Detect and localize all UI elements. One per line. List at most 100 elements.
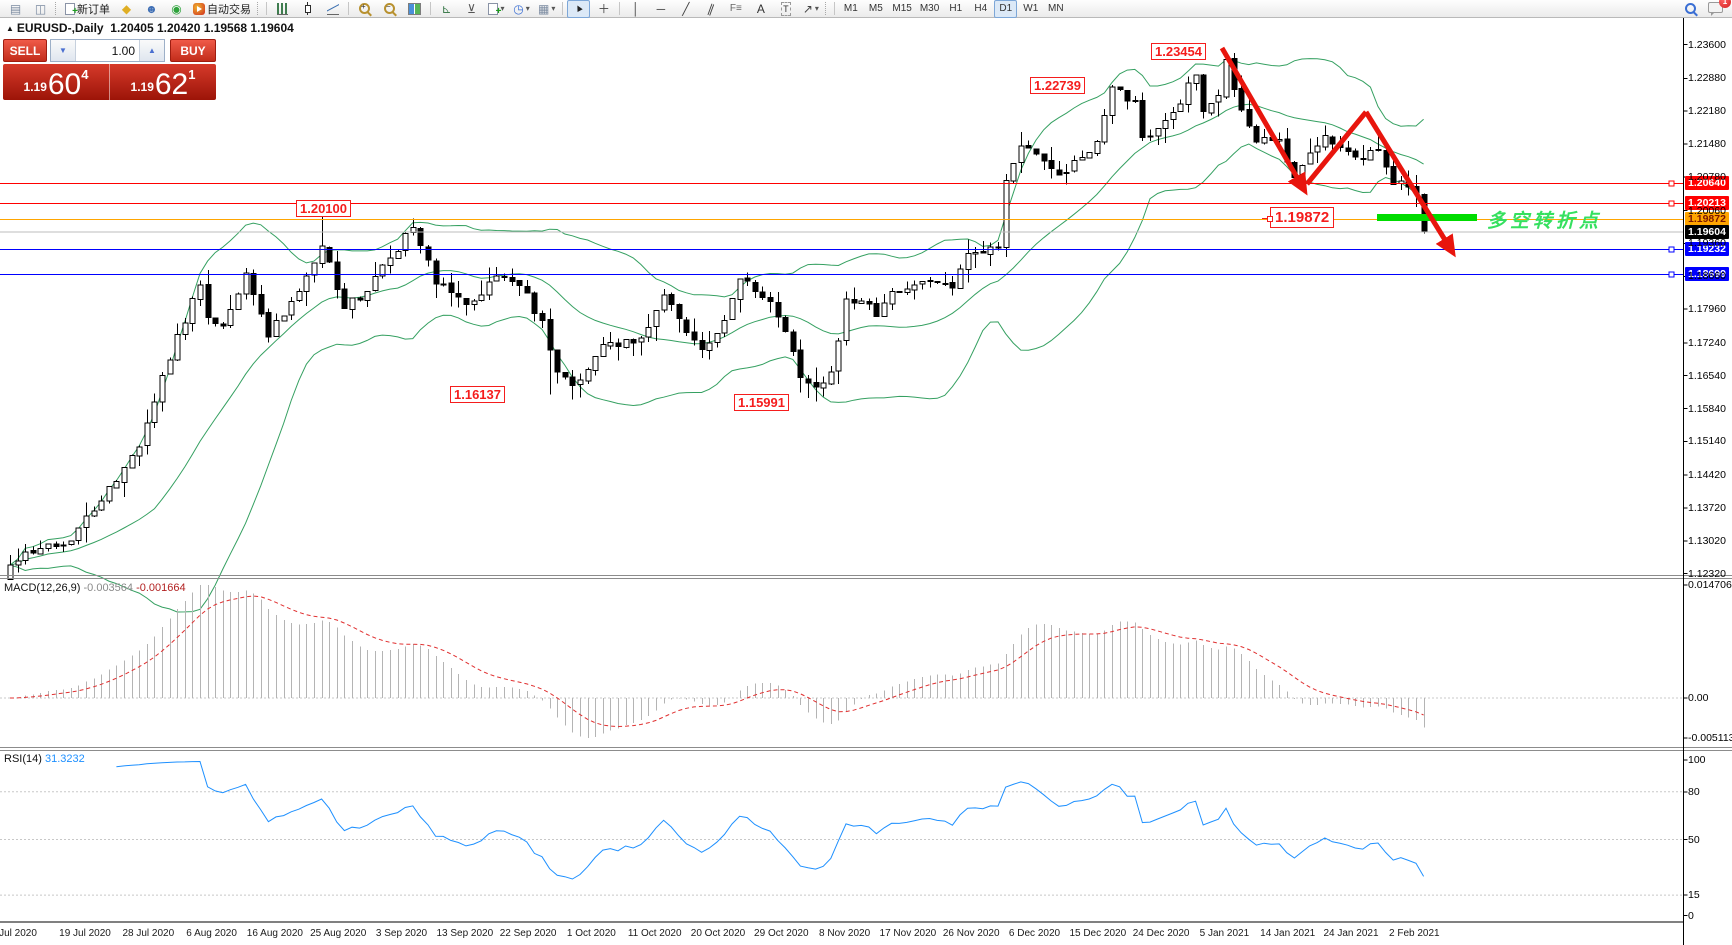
date-axis-label: 19 Jul 2020 (59, 928, 111, 939)
hline-price-label[interactable]: 1.20213 (1685, 196, 1729, 211)
chart-shift-button[interactable]: ⊻ (467, 1, 476, 16)
price-label-annotation[interactable]: 1.22739 (1030, 77, 1085, 94)
ask-price[interactable]: 1.19 62 1 (109, 64, 216, 100)
price-axis-tick: 1.23600 (1688, 38, 1726, 51)
date-axis-label: 13 Sep 2020 (436, 928, 494, 939)
search-icon[interactable] (1685, 3, 1696, 14)
bid-price[interactable]: 1.19 60 4 (23, 67, 89, 101)
zoom-in-button[interactable]: + (353, 0, 376, 18)
periods-button[interactable]: ◷ ▾ (513, 1, 530, 16)
tile-windows-button[interactable] (403, 0, 426, 18)
date-axis-label: 15 Dec 2020 (1069, 928, 1127, 939)
channel-tool[interactable]: ∥ (705, 0, 717, 17)
indicators-button[interactable]: + ▾ (485, 0, 508, 18)
date-axis-label: 2 Feb 2021 (1388, 928, 1440, 939)
toolbar-grip (55, 2, 59, 15)
new-order-icon: + (65, 2, 78, 16)
bid-ask-display: 1.19 60 4 1.19 62 1 (3, 64, 216, 100)
date-axis-label: 14 Jan 2021 (1260, 928, 1316, 939)
macd-axis-label: 0.014706 (1688, 579, 1732, 591)
profile-icon[interactable]: ☻ (145, 1, 158, 16)
price-axis-tick: 1.21480 (1688, 138, 1726, 150)
chart-canvas[interactable] (0, 18, 1732, 945)
arrows-tool[interactable]: ↗ ▾ (802, 1, 819, 16)
new-order-button[interactable]: + 新订单 (62, 0, 113, 18)
timeframe-m15[interactable]: M15 (892, 3, 912, 14)
horizontal-line-tool[interactable]: ─ (656, 1, 666, 16)
price-axis-tick: 1.22880 (1688, 72, 1726, 85)
price-label-annotation[interactable]: 1.19872 (1262, 207, 1335, 228)
crosshair-tool[interactable]: ＋ (597, 1, 610, 16)
chart-preview-icon[interactable]: ◫ (34, 1, 47, 16)
hline-price-label[interactable]: 1.19872 (1685, 212, 1729, 227)
candlestick-button[interactable] (296, 0, 319, 18)
date-axis-label: 28 Jul 2020 (122, 928, 175, 939)
price-axis-tick: 1.22180 (1688, 105, 1726, 118)
date-axis-label: 26 Nov 2020 (942, 928, 1000, 939)
rsi-axis-label: 15 (1688, 889, 1700, 902)
trendline-tool[interactable]: ╱ (682, 1, 690, 16)
timeframe-group: M1 M5 M15 M30 H1 H4 D1 W1 MN (838, 0, 1068, 18)
price-axis-tick: 1.13020 (1688, 534, 1726, 547)
zoom-out-button[interactable]: − (378, 0, 401, 18)
autotrade-button[interactable]: 自动交易 (190, 0, 254, 18)
history-center-icon[interactable]: ◆ (121, 1, 132, 16)
price-axis-tick: 1.12320 (1688, 567, 1726, 580)
fibonacci-tool[interactable]: F≡ (729, 2, 742, 14)
timeframe-mn[interactable]: MN (1047, 3, 1064, 14)
autotrade-icon (193, 2, 205, 15)
price-axis-tick: 1.13720 (1688, 501, 1726, 514)
date-axis-label: 22 Sep 2020 (499, 928, 557, 939)
broadcast-icon[interactable]: ◉ (171, 1, 182, 16)
notification-badge: 1 (1719, 0, 1731, 8)
date-axis-label: 6 Dec 2020 (1008, 928, 1061, 939)
line-chart-button[interactable] (321, 0, 344, 18)
volume-spinner: ▼ ▲ (50, 39, 165, 62)
volume-increase-button[interactable]: ▲ (139, 40, 164, 61)
chart-area[interactable]: ▲ EURUSD-,Daily 1.20405 1.20420 1.19568 1… (0, 18, 1732, 945)
templates-button[interactable]: ▦ ▾ (538, 1, 556, 16)
timeframe-m5[interactable]: M5 (868, 3, 883, 14)
date-axis-label: 25 Aug 2020 (310, 928, 367, 939)
cursor-tool[interactable]: ▲ (567, 0, 591, 18)
price-axis-tick: 1.16540 (1688, 369, 1726, 382)
vertical-line-tool[interactable]: │ (632, 1, 640, 16)
price-axis-tick: 1.20780 (1688, 170, 1726, 183)
hline-price-label[interactable]: 1.18699 (1685, 267, 1729, 282)
date-axis-label: Jul 2020 (0, 928, 37, 939)
text-tool[interactable]: A (756, 1, 765, 16)
date-axis-label: 24 Jan 2021 (1323, 928, 1379, 939)
symbol-name: EURUSD-,Daily (16, 21, 104, 35)
volume-input[interactable] (76, 40, 139, 61)
trend-annotation-text[interactable]: 多空转折点 (1487, 211, 1603, 232)
rsi-axis-label: 100 (1688, 754, 1706, 766)
price-label-annotation[interactable]: 1.15991 (734, 394, 789, 411)
timeframe-m1[interactable]: M1 (843, 3, 858, 14)
sell-button[interactable]: SELL (3, 39, 47, 62)
price-axis-tick: 1.20060 (1688, 204, 1726, 217)
auto-scroll-button[interactable]: ⊾ (441, 1, 452, 16)
price-label-annotation[interactable]: 1.16137 (450, 386, 505, 403)
timeframe-d1[interactable]: D1 (994, 0, 1018, 18)
price-label-annotation[interactable]: 1.23454 (1151, 43, 1206, 60)
chart-window-icon[interactable]: ▤ (9, 1, 22, 16)
hline-price-label[interactable]: 1.19604 (1685, 224, 1729, 239)
hline-price-label[interactable]: 1.19232 (1685, 242, 1729, 257)
volume-decrease-button[interactable]: ▼ (51, 40, 76, 61)
price-axis-tick: 1.15140 (1688, 435, 1726, 448)
text-label-tool[interactable]: T (781, 1, 791, 16)
timeframe-h1[interactable]: H1 (949, 3, 963, 14)
buy-button[interactable]: BUY (170, 39, 216, 62)
date-axis-label: 16 Aug 2020 (246, 928, 303, 939)
price-label-annotation[interactable]: 1.20100 (296, 200, 351, 217)
macd-label: MACD(12,26,9) -0.003564 -0.001664 (4, 582, 186, 594)
date-axis-label: 5 Jan 2021 (1199, 928, 1250, 939)
timeframe-w1[interactable]: W1 (1023, 3, 1039, 14)
timeframe-m30[interactable]: M30 (919, 3, 940, 14)
bar-chart-button[interactable] (271, 0, 294, 18)
rsi-axis-label: 50 (1688, 833, 1700, 846)
notifications-button[interactable]: 1 (1708, 0, 1731, 18)
timeframe-h4[interactable]: H4 (974, 3, 988, 14)
hline-price-label[interactable]: 1.20640 (1685, 176, 1729, 191)
